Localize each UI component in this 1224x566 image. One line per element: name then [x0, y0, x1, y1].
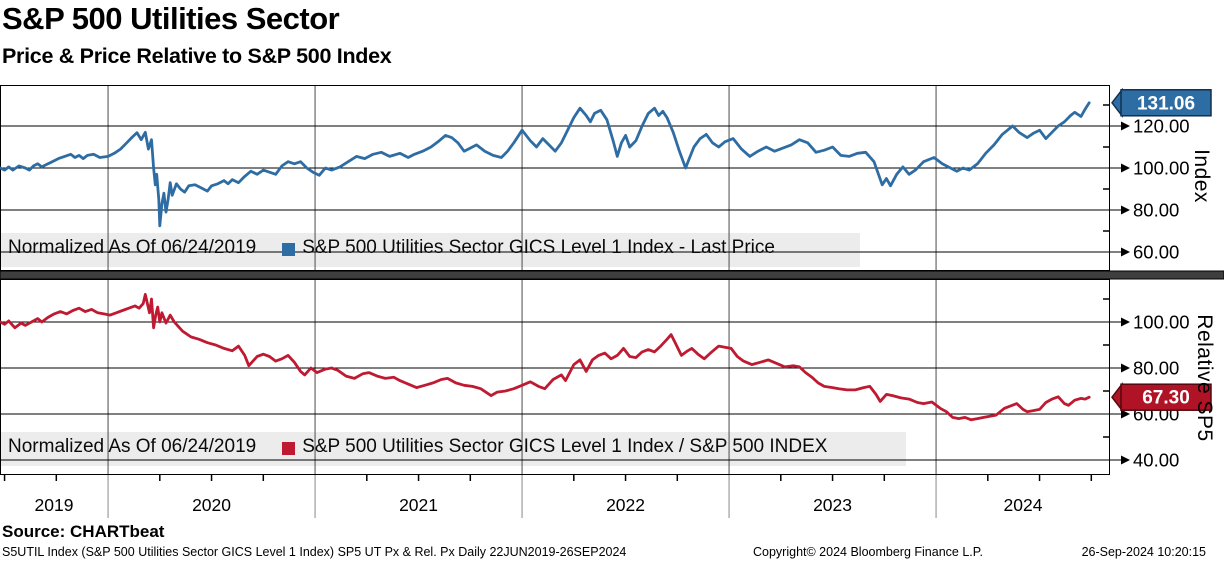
price-line-series	[0, 101, 1091, 228]
y-axis-title-relative-sp5: Relative SP5	[1193, 314, 1216, 442]
tick-arrow-icon	[1121, 317, 1130, 327]
footer-timestamp: 26-Sep-2024 10:20:15	[1081, 545, 1206, 559]
badge-box	[1120, 383, 1212, 411]
relative-line-series	[0, 292, 1091, 422]
badge-box	[1120, 89, 1212, 117]
x-tick-label: 2023	[813, 495, 852, 515]
panel-separator	[0, 270, 1224, 280]
page-title: S&P 500 Utilities Sector	[2, 1, 340, 36]
last-price-badge: 67.30	[1111, 382, 1212, 413]
y-tick-label: 40.00	[1133, 450, 1179, 471]
tick-arrow-icon	[1121, 163, 1130, 173]
tick-arrow-icon	[1121, 363, 1130, 373]
footer-description: S5UTIL Index (S&P 500 Utilities Sector G…	[2, 545, 627, 559]
legend-swatch-red-icon	[282, 441, 296, 455]
y-tick-label: 100.00	[1133, 312, 1190, 333]
last-price-badge: 131.06	[1111, 87, 1212, 118]
tick-arrow-icon	[1121, 205, 1130, 215]
legend-normalized-note: Normalized As Of 06/24/2019	[8, 237, 257, 258]
x-tick-label: 2021	[399, 495, 438, 515]
legend-swatch-blue-icon	[282, 242, 296, 256]
last-price-value: 131.06	[1137, 93, 1195, 114]
x-tick-label: 2019	[35, 495, 74, 515]
y-tick-label: 60.00	[1133, 242, 1179, 263]
x-axis: 2019 2020 2021 2022 2023 2024	[3, 475, 1093, 518]
top-panel: 120.00 100.00 80.00 60.00 131.06	[0, 85, 1212, 271]
tick-arrow-icon	[1121, 455, 1130, 465]
tick-arrow-icon	[1121, 121, 1130, 131]
legend-series-label: S&P 500 Utilities Sector GICS Level 1 In…	[302, 436, 828, 457]
y-axis-title-index: Index	[1190, 149, 1213, 203]
source-label: Source: CHARTbeat	[2, 522, 165, 541]
legend-normalized-note: Normalized As Of 06/24/2019	[8, 436, 257, 457]
tick-arrow-icon	[1121, 409, 1130, 419]
x-tick-label: 2022	[606, 495, 645, 515]
legend-top-panel: Normalized As Of 06/24/2019 S&P 500 Util…	[8, 237, 775, 259]
y-tick-label: 80.00	[1133, 358, 1179, 379]
last-price-value: 67.30	[1142, 388, 1190, 409]
legend-strip	[0, 233, 860, 267]
x-tick-label: 2024	[1004, 495, 1043, 515]
y-tick-label: 80.00	[1133, 200, 1179, 221]
legend-series-label: S&P 500 Utilities Sector GICS Level 1 In…	[302, 237, 775, 258]
y-tick-label: 100.00	[1133, 158, 1190, 179]
x-tick-label: 2020	[192, 495, 231, 515]
footer-copyright: Copyright© 2024 Bloomberg Finance L.P.	[753, 545, 983, 559]
legend-bottom-panel: Normalized As Of 06/24/2019 S&P 500 Util…	[8, 436, 827, 458]
page-subtitle: Price & Price Relative to S&P 500 Index	[2, 44, 392, 68]
y-tick-label: 120.00	[1133, 116, 1190, 137]
tick-arrow-icon	[1121, 247, 1130, 257]
